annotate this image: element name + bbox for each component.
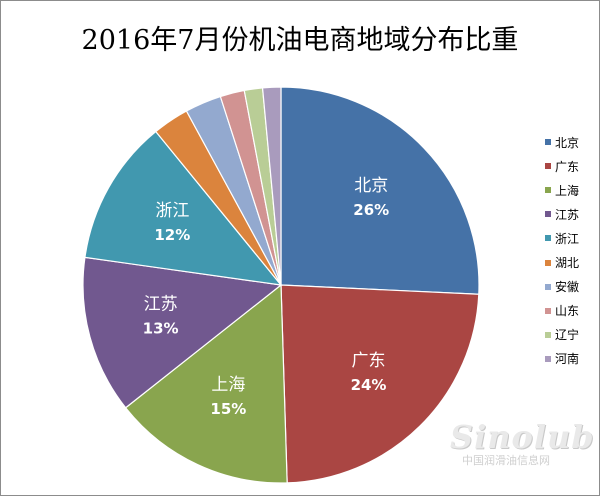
watermark: Sinolub 中国润滑油信息网 — [450, 418, 595, 468]
legend-label: 河南 — [555, 352, 580, 367]
legend-label: 辽宁 — [555, 328, 580, 343]
slice-percent-label: 12% — [154, 226, 190, 244]
legend-swatch — [545, 259, 551, 266]
pie-slice-3 — [82, 256, 283, 409]
legend-item-5: 湖北 — [545, 250, 579, 274]
legend-item-1: 广东 — [545, 154, 579, 178]
watermark-logo: Sinolub — [450, 418, 595, 456]
legend-label: 北京 — [555, 135, 580, 150]
legend-item-8: 辽宁 — [545, 323, 579, 347]
legend-swatch — [545, 187, 551, 194]
pie-slice-1 — [280, 284, 480, 484]
legend-label: 上海 — [555, 183, 580, 198]
legend-item-6: 安徽 — [545, 275, 579, 299]
legend-item-2: 上海 — [545, 178, 579, 202]
legend-label: 广东 — [555, 159, 580, 174]
watermark-text: 中国润滑油信息网 — [462, 454, 550, 467]
slice-percent-label: 26% — [353, 201, 389, 219]
legend-swatch — [545, 235, 551, 242]
legend-swatch — [545, 355, 551, 362]
slice-name-label: 上海 — [211, 375, 245, 395]
chart-title: 2016年7月份机油电商地域分布比重 — [81, 25, 519, 56]
pie-slice-0 — [280, 86, 480, 295]
legend-label: 湖北 — [555, 256, 580, 271]
slice-percent-label: 13% — [143, 320, 179, 338]
slice-percent-label: 24% — [351, 376, 387, 394]
legend-swatch — [545, 307, 551, 314]
pie-slice-2 — [124, 283, 288, 484]
legend-swatch — [545, 139, 551, 146]
slice-name-label: 江苏 — [144, 295, 178, 315]
legend-item-0: 北京 — [545, 130, 579, 154]
legend-label: 江苏 — [555, 207, 580, 222]
legend-swatch — [545, 211, 551, 218]
legend-item-9: 河南 — [545, 347, 579, 371]
slice-percent-label: 15% — [210, 400, 246, 418]
legend-item-4: 浙江 — [545, 226, 579, 250]
legend-label: 浙江 — [555, 231, 580, 246]
legend-label: 安徽 — [555, 280, 580, 295]
legend-swatch — [545, 163, 551, 170]
legend-label: 山东 — [555, 304, 580, 319]
legend-swatch — [545, 283, 551, 290]
slice-name-label: 浙江 — [155, 201, 189, 221]
pie-slice-4 — [84, 130, 283, 286]
legend-swatch — [545, 331, 551, 338]
pie-slice-9 — [261, 86, 282, 286]
slice-name-label: 北京 — [354, 176, 388, 196]
legend: 北京广东上海江苏浙江湖北安徽山东辽宁河南 — [545, 130, 579, 371]
legend-item-7: 山东 — [545, 299, 579, 323]
legend-item-3: 江苏 — [545, 202, 579, 226]
slice-name-label: 广东 — [352, 351, 386, 371]
